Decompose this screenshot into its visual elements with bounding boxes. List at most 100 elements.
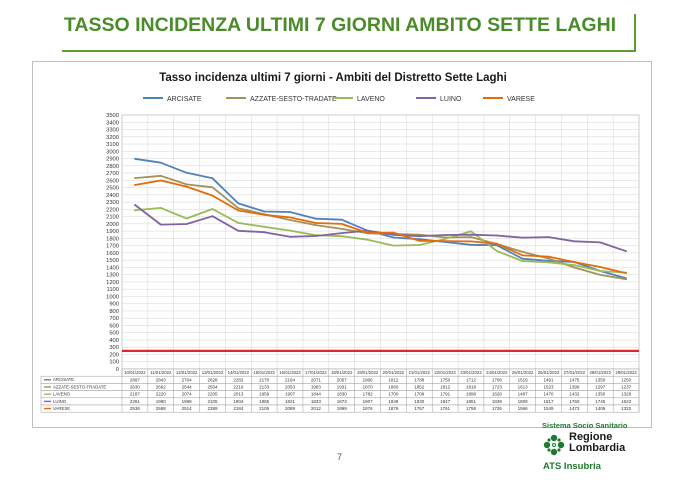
y-tick-label: 2300 [106, 200, 119, 206]
data-point [366, 238, 369, 241]
data-point [470, 236, 472, 238]
data-point [547, 236, 550, 239]
table-cell: 2013 [233, 392, 244, 397]
data-point [366, 229, 369, 232]
table-cell: 1873 [337, 399, 348, 404]
data-point [263, 210, 266, 213]
y-tick-label: 300 [109, 345, 119, 351]
table-row-name: VARESE [53, 406, 70, 411]
table-cell: 1870 [363, 385, 374, 390]
data-point [237, 222, 240, 224]
y-tick-label: 900 [109, 302, 119, 308]
x-tick-label: 11/01/2022 [150, 370, 172, 375]
table-cell: 1712 [466, 377, 477, 382]
y-tick-label: 1100 [107, 287, 119, 293]
y-tick-label: 1200 [106, 280, 119, 286]
data-point [521, 236, 524, 239]
data-point [185, 185, 188, 188]
data-point [159, 206, 162, 209]
table-cell: 2053 [285, 385, 296, 390]
x-tick-label: 16/01/2022 [279, 370, 301, 375]
data-point [392, 231, 395, 234]
table-cell: 1470 [544, 392, 555, 397]
table-cell: 1767 [414, 406, 425, 411]
table-cell: 1723 [492, 385, 503, 390]
y-tick-label: 3000 [106, 149, 119, 155]
y-tick-label: 2600 [106, 178, 119, 184]
page-title: TASSO INCIDENZA ULTIMI 7 GIORNI AMBITO S… [63, 14, 617, 36]
data-point [289, 229, 291, 232]
table-cell: 1406 [595, 406, 606, 411]
data-point [185, 171, 188, 174]
data-point [599, 241, 602, 244]
table-cell: 1726 [492, 406, 503, 411]
chart-frame: Tasso incidenza ultimi 7 giorni - Ambiti… [32, 61, 652, 428]
y-tick-label: 1900 [106, 229, 119, 235]
table-cell: 1328 [621, 392, 632, 397]
table-cell: 1613 [518, 385, 529, 390]
data-point [418, 235, 421, 238]
table-cell: 1399 [569, 385, 580, 390]
table-cell: 1566 [518, 406, 529, 411]
x-tick-label: 21/01/2022 [409, 370, 431, 375]
y-tick-label: 1600 [106, 251, 119, 257]
table-cell: 1898 [466, 392, 477, 397]
table-cell: 2514 [182, 406, 193, 411]
table-cell: 2133 [259, 385, 270, 390]
x-tick-label: 22/01/2022 [434, 370, 456, 375]
y-tick-label: 2100 [106, 215, 119, 221]
table-cell: 2184 [233, 406, 244, 411]
data-point [134, 177, 136, 180]
table-cell: 1830 [414, 399, 425, 404]
legend-label: AZZATE-SESTO-TRADATE [250, 96, 337, 103]
table-cell: 2105 [259, 406, 270, 411]
table-cell: 1821 [285, 399, 296, 404]
logo-lombardia-label: Lombardia [569, 442, 626, 454]
table-cell: 1830 [337, 392, 348, 397]
table-cell: 1322 [621, 406, 632, 411]
table-cell: 1990 [156, 399, 167, 404]
data-point [470, 243, 472, 246]
chart-title: Tasso incidenza ultimi 7 giorni - Ambiti… [159, 72, 507, 84]
data-point [314, 217, 317, 220]
table-cell: 1907 [285, 392, 296, 397]
data-point [340, 235, 343, 238]
data-point [418, 238, 421, 241]
data-point [314, 235, 317, 237]
y-tick-label: 200 [109, 352, 119, 358]
data-point [314, 224, 317, 226]
legend-label: LAVENO [357, 96, 385, 103]
table-row-name: AZZATE-SESTO-TRADATE [53, 384, 106, 389]
data-point [573, 261, 576, 264]
y-tick-label: 1000 [106, 294, 119, 300]
table-cell: 1833 [311, 399, 322, 404]
y-tick-label: 2900 [106, 157, 119, 163]
y-tick-label: 2200 [106, 207, 119, 213]
table-cell: 2536 [130, 406, 141, 411]
data-point [211, 177, 214, 180]
table-cell: 2843 [156, 377, 167, 382]
data-point [392, 244, 395, 247]
y-tick-label: 800 [109, 309, 119, 315]
x-tick-label: 18/01/2022 [331, 370, 353, 375]
x-tick-label: 24/01/2022 [486, 370, 508, 375]
data-point [547, 261, 550, 264]
data-point [444, 234, 447, 236]
x-tick-label: 17/01/2022 [305, 370, 327, 375]
table-cell: 1931 [337, 385, 348, 390]
y-tick-label: 1700 [106, 244, 119, 250]
table-cell: 1844 [311, 392, 322, 397]
title-underline [62, 50, 636, 52]
table-cell: 2630 [130, 385, 141, 390]
table-cell: 2389 [207, 406, 218, 411]
table-cell: 1879 [388, 406, 399, 411]
table-cell: 2170 [259, 377, 270, 382]
table-row-name: ARCISATE [53, 377, 74, 382]
data-point [340, 227, 343, 230]
data-point [444, 240, 447, 243]
table-cell: 1983 [311, 385, 322, 390]
data-point [392, 233, 395, 236]
table-cell: 2074 [182, 392, 193, 397]
table-cell: 1706 [492, 377, 503, 382]
data-point [625, 278, 627, 281]
